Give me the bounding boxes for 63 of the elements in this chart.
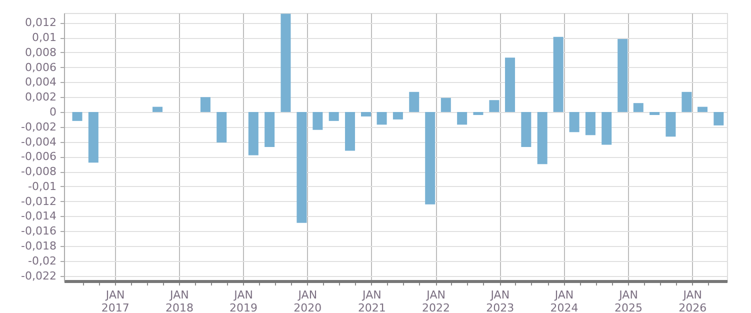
bar bbox=[537, 112, 548, 164]
x-tick-label: JAN 2025 bbox=[614, 288, 643, 313]
y-tick-label: 0 bbox=[50, 106, 56, 119]
bar bbox=[440, 98, 451, 112]
y-tick-label: -0,002 bbox=[21, 120, 56, 134]
y-tick-label: 0,006 bbox=[25, 60, 56, 74]
x-tick-label: JAN 2023 bbox=[486, 288, 514, 313]
bar bbox=[360, 112, 371, 116]
bar bbox=[489, 100, 500, 112]
y-tick-label: -0,018 bbox=[21, 240, 56, 253]
bar bbox=[409, 92, 420, 112]
bar bbox=[585, 112, 596, 136]
bar bbox=[72, 112, 82, 121]
y-tick-label: -0,022 bbox=[21, 269, 56, 282]
y-tick-label: 0,008 bbox=[25, 46, 56, 59]
y-tick-label: -0,016 bbox=[21, 224, 56, 238]
x-tick-label: JAN 2020 bbox=[294, 288, 322, 313]
bar bbox=[88, 112, 98, 163]
bar bbox=[312, 112, 323, 130]
y-tick-label: -0,014 bbox=[21, 210, 56, 223]
x-tick-label: JAN 2018 bbox=[165, 288, 194, 313]
bar bbox=[473, 112, 484, 115]
x-tick-label: JAN 2019 bbox=[230, 288, 258, 313]
bar bbox=[650, 112, 660, 115]
x-tick-label: JAN 2017 bbox=[101, 288, 130, 313]
bar bbox=[633, 103, 644, 112]
bar bbox=[553, 36, 564, 112]
bar bbox=[698, 106, 708, 112]
bar bbox=[521, 112, 532, 147]
bar bbox=[682, 92, 692, 112]
y-tick-label: 0,004 bbox=[25, 76, 56, 89]
bar bbox=[714, 112, 724, 126]
bar bbox=[248, 112, 258, 156]
y-tick-label: -0,008 bbox=[21, 165, 56, 178]
y-tick-label: -0,02 bbox=[28, 254, 56, 268]
bar bbox=[618, 39, 628, 112]
bar bbox=[602, 112, 612, 145]
bar bbox=[425, 112, 436, 204]
bar bbox=[296, 112, 307, 223]
x-tick-label: JAN 2024 bbox=[550, 288, 578, 313]
y-tick-label: 0,01 bbox=[32, 31, 56, 44]
x-tick-label: JAN 2022 bbox=[422, 288, 450, 313]
x-tick-label: JAN 2021 bbox=[358, 288, 386, 313]
y-tick-label: 0,012 bbox=[25, 16, 56, 30]
bar bbox=[200, 97, 210, 112]
bar bbox=[152, 106, 163, 112]
bar bbox=[569, 112, 580, 132]
bar bbox=[280, 14, 291, 112]
y-tick-label: -0,004 bbox=[21, 135, 56, 148]
bar bbox=[457, 112, 468, 125]
bar bbox=[666, 112, 676, 137]
bar bbox=[216, 112, 227, 143]
y-tick-label: -0,01 bbox=[28, 180, 56, 193]
y-tick-label: -0,012 bbox=[21, 194, 56, 208]
bar bbox=[505, 58, 516, 112]
bar bbox=[376, 112, 387, 125]
y-tick-label: 0,002 bbox=[25, 90, 56, 104]
y-tick-label: -0,006 bbox=[21, 150, 56, 164]
bar bbox=[345, 112, 356, 151]
bar bbox=[328, 112, 339, 121]
x-tick-label: JAN 2026 bbox=[678, 288, 707, 313]
bar bbox=[392, 112, 403, 120]
bar bbox=[264, 112, 275, 147]
